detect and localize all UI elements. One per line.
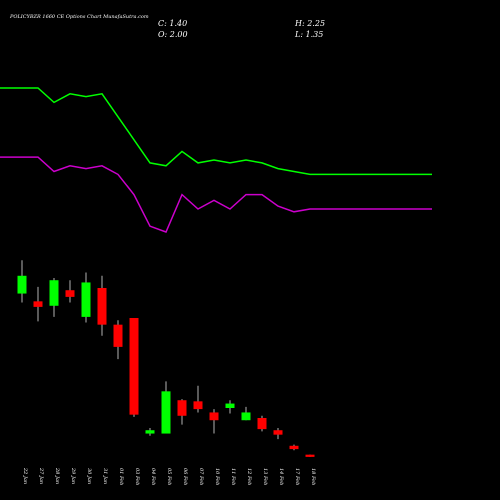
x-tick-label: 06 Feb [182, 468, 188, 485]
candle-body [193, 401, 203, 410]
x-tick-label: 04 Feb [150, 468, 156, 485]
x-tick-label: 31 Jan [102, 468, 108, 484]
x-tick-label: 12 Feb [246, 468, 252, 485]
x-tick-label: 27 Jan [38, 467, 44, 484]
x-tick-label: 03 Feb [134, 468, 140, 485]
low-value: L: 1.35 [294, 30, 323, 39]
open-value: O: 2.00 [158, 30, 188, 39]
x-tick-label: 11 Feb [230, 468, 236, 485]
x-tick-label: 22 Jan [22, 467, 28, 484]
candle-body [209, 412, 219, 421]
candle-body [17, 275, 27, 294]
candle-body [161, 391, 171, 434]
chart-title: POLICYBZR 1660 CE Options Chart MunafaSu… [9, 14, 149, 20]
x-tick-label: 07 Feb [198, 468, 204, 485]
x-tick-label: 13 Feb [262, 468, 268, 485]
x-tick-label: 18 Feb [310, 468, 316, 485]
x-tick-label: 05 Feb [166, 468, 172, 485]
x-tick-label: 29 Jan [70, 467, 76, 484]
x-axis-ticks: 22 Jan 27 Jan 28 Jan 29 Jan 30 Jan 31 Jan 01 F… [22, 467, 316, 485]
candle-body [129, 318, 139, 415]
candle-body [305, 454, 315, 457]
candle-body [177, 400, 187, 416]
high-value: H: 2.25 [294, 19, 325, 28]
indicator-line-1 [0, 87, 432, 176]
candle-body [273, 430, 283, 435]
x-tick-label: 30 Jan [86, 468, 92, 484]
candle-body [289, 445, 299, 450]
x-tick-label: 01 Feb [118, 468, 124, 485]
candle-body [225, 403, 235, 408]
indicator-lines [0, 87, 432, 233]
candle-body [241, 412, 251, 421]
x-tick-label: 10 Feb [214, 468, 220, 485]
candles [17, 260, 315, 457]
indicator-line-2 [0, 156, 432, 233]
x-tick-label: 14 Feb [278, 468, 284, 485]
candle-body [145, 430, 155, 434]
close-value: C: 1.40 [158, 19, 187, 28]
candle-body [113, 324, 123, 347]
candle-body [49, 280, 59, 306]
candle-body [257, 418, 267, 430]
x-tick-label: 17 Feb [294, 468, 300, 485]
candle-body [33, 301, 43, 307]
candle-body [65, 290, 75, 297]
candle-body [97, 288, 107, 325]
x-tick-label: 28 Jan [54, 467, 60, 484]
candle-body [81, 282, 91, 317]
